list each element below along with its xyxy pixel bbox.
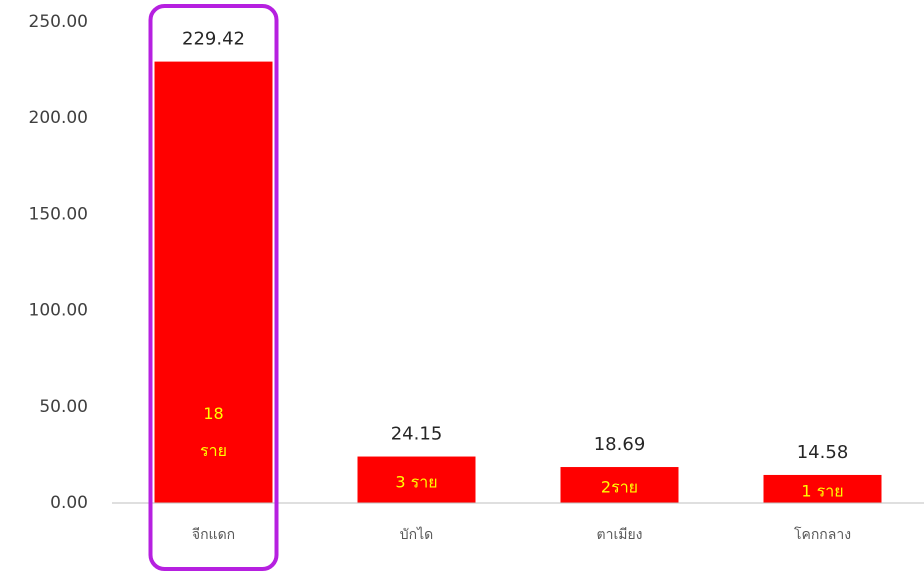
value-label: 229.42 xyxy=(182,29,245,50)
value-label: 18.69 xyxy=(594,434,646,455)
y-tick-label: 200.00 xyxy=(29,108,88,128)
bar xyxy=(560,467,679,503)
inner-label: 2ราย xyxy=(601,478,638,497)
y-tick-label: 250.00 xyxy=(29,12,88,32)
inner-label: ราย xyxy=(200,441,227,460)
bar xyxy=(357,456,476,503)
bar xyxy=(154,61,273,504)
x-tick-label: บักได xyxy=(400,526,434,543)
value-label: 14.58 xyxy=(797,442,849,463)
inner-label: 1 ราย xyxy=(801,481,843,500)
x-tick-label: ตาเมียง xyxy=(596,527,642,543)
x-tick-label: จีกแดก xyxy=(192,527,235,543)
bar xyxy=(763,474,882,503)
highlight-box xyxy=(148,4,279,571)
value-label: 24.15 xyxy=(391,424,443,445)
x-tick-label: โคกกลาง xyxy=(794,526,851,543)
y-tick-label: 50.00 xyxy=(39,397,88,417)
y-tick-label: 0.00 xyxy=(50,493,88,513)
y-tick-label: 100.00 xyxy=(29,301,88,321)
y-tick-label: 150.00 xyxy=(29,204,88,224)
inner-label: 18 xyxy=(203,404,223,423)
inner-label: 3 ราย xyxy=(395,472,437,491)
